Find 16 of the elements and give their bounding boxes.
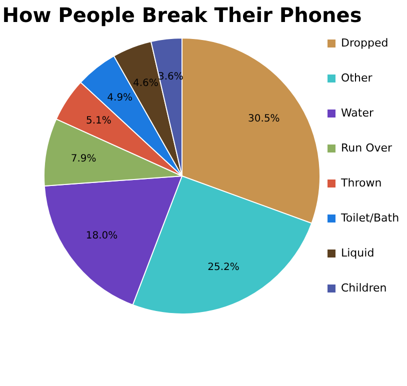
data-label: 7.9%: [70, 153, 96, 164]
legend-label: Dropped: [341, 36, 388, 50]
data-label: 18.0%: [86, 230, 118, 242]
legend-label: Thrown: [340, 176, 382, 190]
legend-label: Water: [341, 106, 374, 120]
data-label: 30.5%: [248, 114, 280, 125]
legend-label: Other: [341, 72, 373, 84]
data-label: 25.2%: [208, 262, 240, 273]
legend-label: Liquid: [341, 246, 374, 260]
legend-label: Toilet/Bath: [340, 212, 400, 224]
legend-label: Children: [341, 282, 387, 294]
chart-title: How People Break Their Phones: [2, 3, 362, 27]
legend-label: Run Over: [341, 142, 393, 154]
data-label: 4.9%: [107, 92, 133, 104]
data-label: 5.1%: [86, 116, 112, 127]
data-label: 4.6%: [133, 78, 158, 89]
